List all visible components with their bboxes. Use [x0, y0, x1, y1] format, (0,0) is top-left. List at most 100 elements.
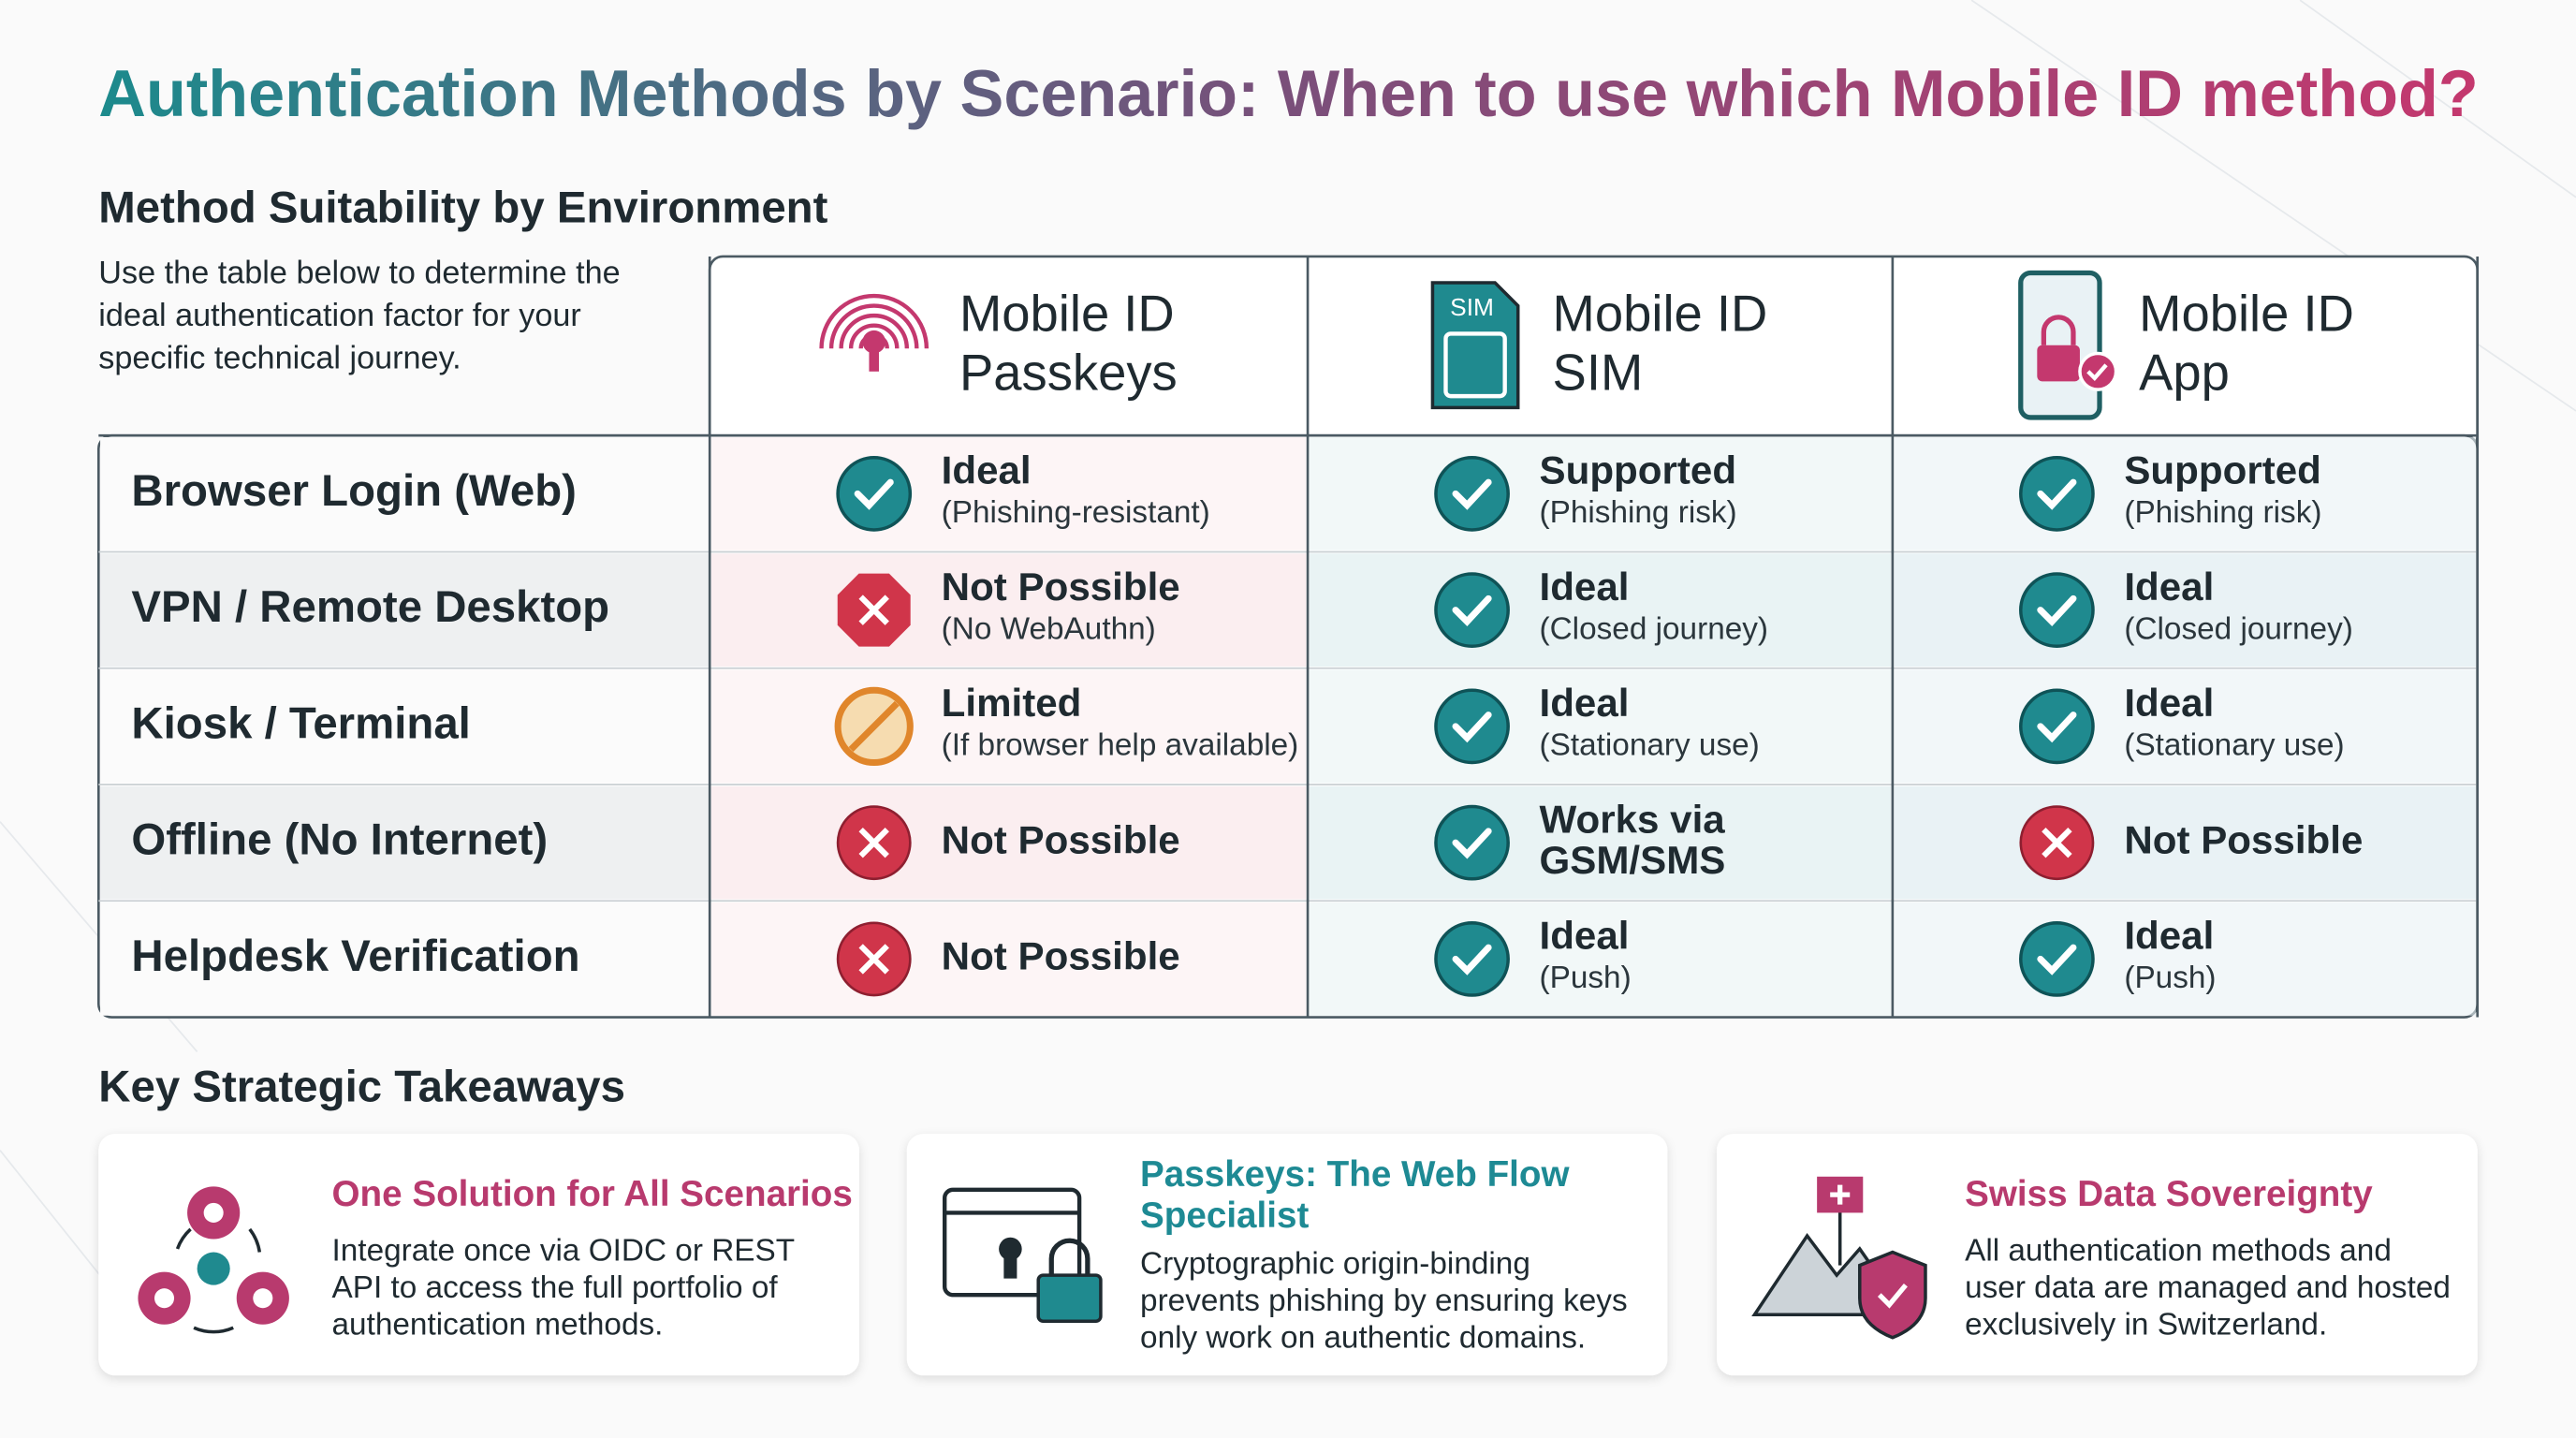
scenario-bg	[100, 669, 710, 784]
icon-check	[1434, 921, 1510, 997]
icon-check	[2019, 688, 2095, 765]
cell-bg	[1309, 669, 1892, 784]
icon-tick	[1452, 478, 1492, 510]
icon-slash	[848, 700, 900, 752]
status: GSM/SMS	[1540, 838, 1726, 882]
scenario: VPN / Remote Desktop	[131, 582, 609, 632]
scenario: Browser Login (Web)	[131, 466, 577, 516]
status-note: (Stationary use)	[2124, 728, 2344, 763]
icon-check	[1434, 456, 1510, 532]
intro-line: Use the table below to determine the	[98, 255, 620, 290]
status: Supported	[1540, 448, 1737, 492]
scenario-bg	[100, 553, 710, 668]
status-note: (Phishing risk)	[2124, 495, 2321, 530]
cell-bg	[1894, 553, 2476, 668]
sim-card	[1430, 281, 1520, 410]
cell-bg	[710, 902, 1307, 1016]
icon-tick	[1452, 828, 1492, 859]
status: Not Possible	[942, 817, 1180, 861]
status-note: (Phishing risk)	[1540, 495, 1737, 530]
takeaways-heading: Key Strategic Takeaways	[98, 1062, 625, 1111]
status: Not Possible	[942, 565, 1180, 609]
cell-bg	[1309, 437, 1892, 550]
card-text: Cryptographic origin-binding	[1140, 1246, 1530, 1281]
badge-check	[2086, 363, 2108, 382]
lock-shackle	[2041, 315, 2076, 345]
cards: One Solution for All Scenarios Integrate …	[98, 1134, 2478, 1376]
card-text: Integrate once via OIDC or REST	[332, 1233, 796, 1268]
card-text: authentication methods.	[332, 1307, 664, 1342]
status: Ideal	[2124, 565, 2214, 609]
scenario-bg	[100, 437, 710, 550]
card-title: Specialist	[1140, 1196, 1309, 1236]
cell-bg	[710, 669, 1307, 784]
icon-check	[2019, 456, 2095, 532]
lock-body	[2037, 345, 2080, 382]
icon-x	[858, 827, 889, 858]
status: Not Possible	[2124, 817, 2363, 861]
card-title: Swiss Data Sovereignty	[1965, 1174, 2373, 1214]
icon-gears	[138, 1186, 289, 1334]
status-note: (Push)	[1540, 961, 1632, 995]
icon-tick	[2037, 944, 2077, 976]
scenario: Helpdesk Verification	[131, 932, 579, 981]
icon-tick	[2037, 712, 2077, 743]
status: Ideal	[942, 448, 1032, 492]
cell-bg	[710, 437, 1307, 550]
cell-bg	[1894, 785, 2476, 900]
status-note: (Phishing-resistant)	[942, 495, 1210, 530]
keyhole	[862, 330, 886, 354]
card-title: One Solution for All Scenarios	[332, 1174, 853, 1214]
status: Ideal	[1540, 681, 1630, 725]
status-note: (Push)	[2124, 961, 2216, 995]
scenario: Kiosk / Terminal	[131, 698, 470, 748]
intro-line: specific technical journey.	[98, 341, 461, 376]
sim-chip	[1443, 331, 1507, 399]
icon-tick	[1452, 594, 1492, 626]
card	[98, 1134, 859, 1376]
icon-browser-lock	[942, 1187, 1103, 1323]
status: Ideal	[2124, 914, 2214, 958]
cell-bg	[1894, 437, 2476, 550]
sim-label: SIM	[1450, 293, 1494, 321]
decoration	[0, 0, 2576, 1315]
fingerprint-arc	[848, 323, 900, 349]
status: Supported	[2124, 448, 2321, 492]
card-text: only work on authentic domains.	[1140, 1320, 1586, 1355]
column-header: SIM	[1553, 344, 1644, 401]
status: Ideal	[2124, 681, 2214, 725]
fingerprint-arc	[819, 293, 929, 349]
icon-x	[2042, 827, 2072, 858]
column-header: Mobile ID	[2139, 285, 2354, 342]
status-note: (Closed journey)	[1540, 611, 1769, 646]
icon-tick	[2037, 478, 2077, 510]
cell-bg	[710, 785, 1307, 900]
icon-check	[2019, 572, 2095, 649]
fingerprint-arc	[828, 303, 919, 349]
scenario: Offline (No Internet)	[131, 815, 548, 865]
icon-tick	[1452, 944, 1492, 976]
icon-x	[858, 594, 889, 625]
scenario-bg	[100, 902, 710, 1016]
intro-line: ideal authentication factor for your	[98, 298, 581, 333]
cell-bg	[1309, 902, 1892, 1016]
column-header: App	[2139, 344, 2230, 401]
status: Works via	[1540, 797, 1726, 841]
status: Not Possible	[942, 934, 1180, 978]
card-text: user data are managed and hosted	[1965, 1270, 2451, 1305]
cell-bg	[710, 553, 1307, 668]
status-note: (Stationary use)	[1540, 728, 1760, 763]
column-header: Mobile ID	[959, 285, 1175, 342]
status: Limited	[942, 681, 1082, 725]
title: Authentication Methods by Scenario: When…	[98, 56, 2478, 130]
icon-tick	[854, 478, 894, 510]
icon-check	[1434, 572, 1510, 649]
icon-check	[1434, 688, 1510, 765]
column-header: Passkeys	[959, 344, 1178, 401]
icon-tick	[1452, 712, 1492, 743]
icon-check	[836, 456, 913, 532]
cell-bg	[1309, 553, 1892, 668]
card-title: Passkeys: The Web Flow	[1140, 1154, 1570, 1195]
icon-x	[858, 944, 889, 975]
